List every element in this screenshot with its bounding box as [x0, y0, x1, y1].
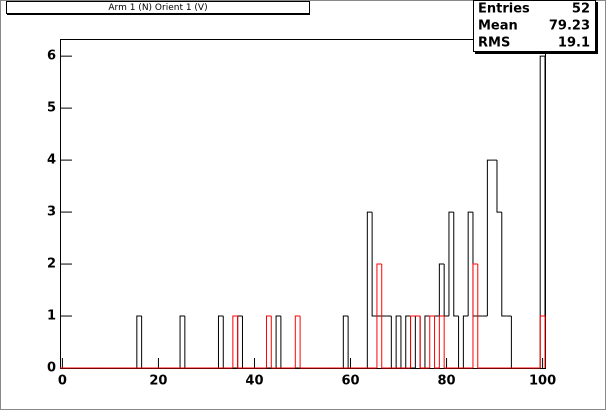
histogram-bin: [265, 315, 272, 368]
histogram-bin: [232, 315, 238, 368]
title-shadow: [7, 13, 310, 15]
histogram-bin: [366, 211, 373, 368]
histogram-bin: [501, 212, 507, 317]
stat-label: Entries: [478, 2, 530, 17]
y-tick-label: 2: [47, 257, 56, 272]
histogram-bin: [539, 55, 546, 368]
x-tick-label: 40: [245, 374, 263, 389]
histogram-bin: [486, 159, 493, 317]
histogram-bin: [496, 160, 502, 213]
histogram-bin: [443, 316, 449, 369]
y-tick-label: 4: [47, 153, 56, 168]
y-tick-label: 5: [47, 101, 56, 116]
stat-value: 19.1: [558, 36, 590, 51]
x-tick-label: 0: [58, 374, 67, 389]
histogram-bin: [429, 315, 435, 368]
histogram-bin: [217, 315, 224, 368]
stats-frame: [473, 0, 596, 52]
histogram-bin: [405, 315, 411, 368]
y-tick-label: 3: [47, 205, 56, 220]
stat-label: RMS: [478, 36, 510, 51]
histogram-bin: [294, 315, 301, 368]
stats-box: Entries 52 Mean 79.23 RMS 19.1: [473, 0, 598, 54]
histogram-bin: [237, 316, 243, 369]
x-tick-label: 100: [529, 374, 556, 389]
histogram-bin: [462, 315, 469, 368]
histogram-bin: [381, 264, 387, 369]
histogram-bin: [438, 263, 445, 317]
histogram-bin: [410, 315, 416, 368]
histogram-bin: [275, 315, 281, 368]
y-tick-label: 0: [47, 361, 56, 376]
y-tick-label: 1: [47, 309, 56, 324]
stat-label: Mean: [478, 19, 518, 34]
histogram-bin: [477, 264, 483, 369]
histogram-bin: [467, 211, 473, 317]
x-tick-label: 20: [149, 374, 167, 389]
histogram-bin: [395, 315, 401, 368]
histogram-bin: [453, 212, 459, 317]
histogram-bin: [270, 316, 277, 369]
histogram-bin: [539, 315, 546, 368]
stat-value: 79.23: [549, 19, 590, 34]
stat-value: 52: [572, 2, 590, 17]
histogram-bin: [179, 315, 185, 368]
histogram-bin: [438, 315, 445, 368]
chart-title: Arm 1 (N) Orient 1 (V): [108, 3, 207, 13]
histogram-bin: [342, 315, 349, 368]
histogram-bin: [419, 316, 425, 369]
histogram-bin: [136, 315, 142, 368]
histogram-bin: [424, 315, 430, 368]
histogram-bin: [434, 316, 440, 369]
x-tick-label: 60: [341, 374, 359, 389]
y-tick-label: 6: [47, 49, 56, 64]
histogram-bin: [472, 263, 478, 368]
histogram-bin: [448, 211, 454, 317]
x-tick-label: 80: [438, 374, 456, 389]
histogram-bin: [376, 263, 382, 368]
histogram-bin: [371, 212, 377, 317]
histogram-bin: [299, 316, 305, 369]
